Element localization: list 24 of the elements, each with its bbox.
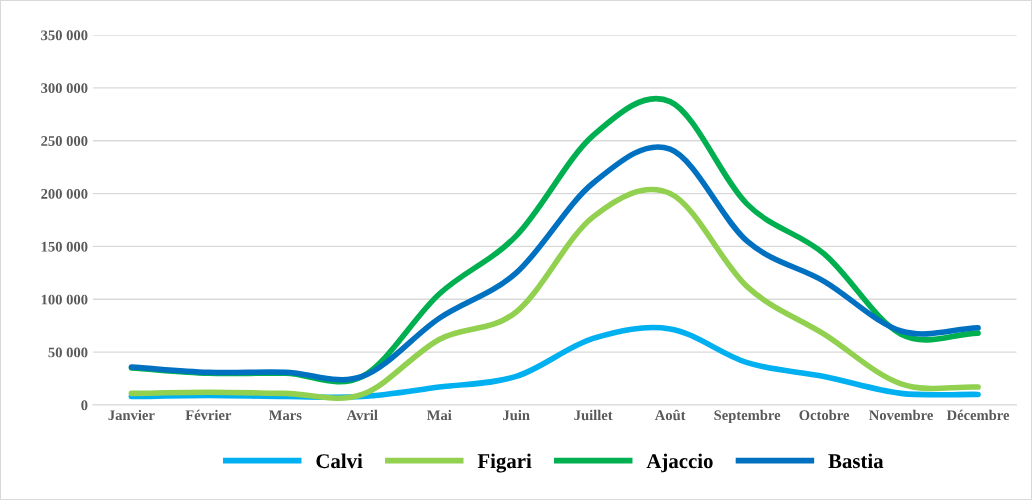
x-tick-label: Avril (346, 409, 378, 421)
y-tick-label: 150 000 (41, 241, 88, 252)
x-tick-label: Décembre (946, 409, 1010, 421)
x-tick-label: Août (654, 409, 686, 421)
y-tick-label: 50 000 (48, 347, 88, 358)
x-tick-label: Juillet (574, 409, 613, 421)
x-tick-label: Novembre (869, 409, 933, 421)
x-tick-label: Septembre (714, 409, 781, 424)
legend-label: Ajaccio (646, 453, 713, 473)
y-tick-label: 100 000 (41, 294, 88, 305)
x-tick-label: Octobre (799, 409, 850, 421)
x-tick-label: Février (185, 409, 232, 421)
y-tick-label: 250 000 (41, 136, 88, 146)
y-tick-label: 350 000 (41, 30, 88, 41)
legend-label: Figari (477, 453, 532, 473)
x-tick-label: Mai (426, 409, 452, 421)
legend-label: Calvi (316, 453, 363, 469)
y-tick-label: 0 (81, 400, 88, 411)
x-tick-label: Juin (503, 409, 530, 421)
y-tick-label: 200 000 (41, 188, 88, 199)
x-tick-label: Mars (268, 410, 302, 421)
legend-label: Bastia (828, 453, 884, 469)
x-tick-label: Janvier (108, 409, 155, 421)
y-tick-label: 300 000 (41, 83, 88, 94)
